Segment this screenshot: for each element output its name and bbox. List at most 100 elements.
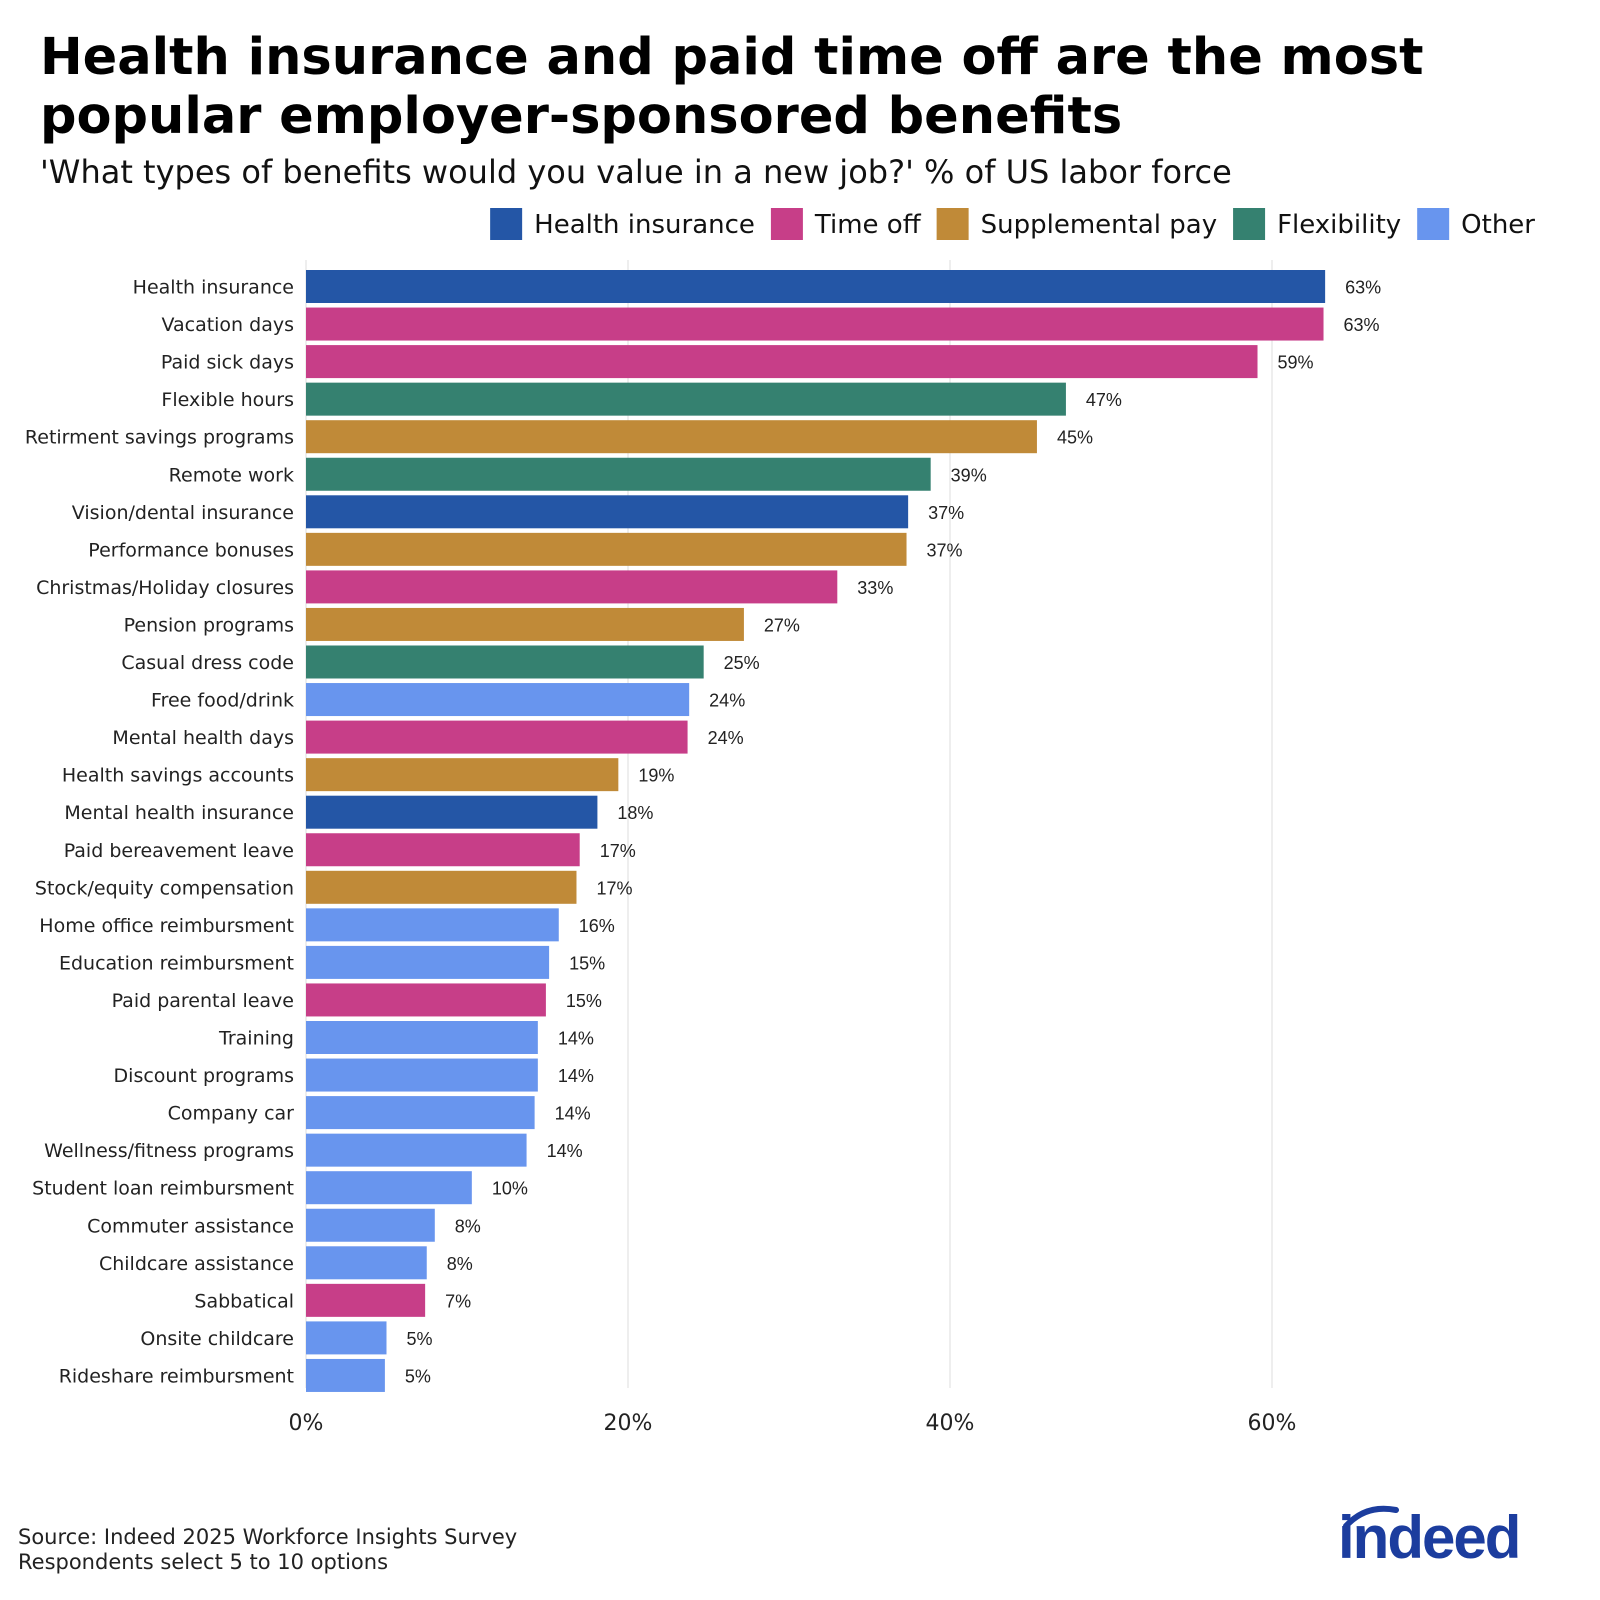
bar-company-car xyxy=(306,1096,535,1130)
value-label: 14% xyxy=(555,1104,591,1124)
value-label: 45% xyxy=(1057,428,1093,448)
logo-wordmark: indeed xyxy=(1338,1504,1519,1570)
category-label: Training xyxy=(218,1028,294,1050)
value-label: 7% xyxy=(445,1291,471,1311)
legend-item-health-insurance: Health insurance xyxy=(490,208,755,240)
bars xyxy=(306,270,1326,1392)
legend-label: Health insurance xyxy=(534,210,755,240)
bar-rideshare-reimbursment xyxy=(306,1358,385,1392)
value-label: 14% xyxy=(558,1029,594,1049)
category-label: Paid bereavement leave xyxy=(64,840,294,862)
legend-swatch xyxy=(770,208,803,240)
bar-chart: Health insurance Time off Supplemental pay… xyxy=(25,208,1535,1436)
category-label: Company car xyxy=(168,1103,295,1125)
category-label: Stock/equity compensation xyxy=(35,877,294,899)
category-label: Health savings accounts xyxy=(62,765,294,787)
value-label: 63% xyxy=(1345,278,1381,298)
category-label: Vision/dental insurance xyxy=(72,502,294,524)
category-label: Home office reimbursment xyxy=(39,915,294,937)
bar-stock-equity-compensation xyxy=(306,870,577,904)
category-label: Paid sick days xyxy=(161,352,294,374)
value-label: 39% xyxy=(951,465,987,485)
category-label: Retirment savings programs xyxy=(25,427,294,449)
category-label: Flexible hours xyxy=(161,389,294,411)
legend-swatch xyxy=(490,208,523,240)
x-axis-tick-labels: 0% 20% 40% 60% xyxy=(289,1411,1297,1436)
value-labels: 63% 63% 59% 47% 45% 39% 37% 37% 33% 27%25% 24% 24% 1… xyxy=(405,278,1381,1387)
category-label: Discount programs xyxy=(114,1065,294,1087)
bar-mental-health-insurance xyxy=(306,795,598,829)
category-label: Casual dress code xyxy=(121,652,294,674)
legend-swatch xyxy=(1417,208,1450,240)
category-label: Remote work xyxy=(169,464,294,486)
legend-item-flexibility: Flexibility xyxy=(1233,208,1401,240)
value-label: 63% xyxy=(1344,315,1380,335)
chart-subtitle: 'What types of benefits would you value … xyxy=(40,153,1232,191)
bar-childcare-assistance xyxy=(306,1246,427,1280)
footer: Source: Indeed 2025 Workforce Insights S… xyxy=(18,1525,517,1575)
bar-casual-dress-code xyxy=(306,645,704,679)
source-note: Source: Indeed 2025 Workforce Insights S… xyxy=(18,1525,518,1549)
bar-education-reimbursment xyxy=(306,945,550,979)
category-label: Student loan reimbursment xyxy=(32,1178,294,1200)
value-label: 18% xyxy=(617,803,653,823)
value-label: 33% xyxy=(857,578,893,598)
chart-title: Health insurance and paid time off are t… xyxy=(40,28,1424,146)
x-tick-label: 20% xyxy=(604,1411,653,1436)
bar-health-savings-accounts xyxy=(306,758,619,792)
bar-retirment-savings-programs xyxy=(306,420,1037,454)
category-label: Paid parental leave xyxy=(112,990,294,1012)
value-label: 5% xyxy=(405,1366,431,1386)
bar-christmas-holiday-closures xyxy=(306,570,838,604)
value-label: 8% xyxy=(455,1216,481,1236)
logo-swoosh xyxy=(1343,1505,1399,1529)
value-label: 15% xyxy=(569,953,605,973)
value-label: 8% xyxy=(447,1254,473,1274)
value-label: 14% xyxy=(547,1141,583,1161)
value-label: 19% xyxy=(638,766,674,786)
bar-student-loan-reimbursment xyxy=(306,1171,472,1205)
indeed-logo: indeed xyxy=(1338,1504,1521,1570)
value-label: 24% xyxy=(708,728,744,748)
category-label: Sabbatical xyxy=(194,1290,294,1312)
value-label: 27% xyxy=(764,615,800,635)
value-label: 24% xyxy=(709,691,745,711)
category-label: Pension programs xyxy=(124,614,294,636)
legend-label: Time off xyxy=(814,210,922,240)
legend-item-other: Other xyxy=(1417,208,1535,240)
category-labels: Health insurance Vacation days Paid sick d… xyxy=(25,277,294,1388)
bar-sabbatical xyxy=(306,1283,426,1317)
bar-flexible-hours xyxy=(306,382,1066,416)
value-label: 16% xyxy=(579,916,615,936)
legend: Health insurance Time off Supplemental pay… xyxy=(490,208,1535,240)
bar-free-food-drink xyxy=(306,683,690,717)
legend-label: Supplemental pay xyxy=(981,210,1217,240)
value-label: 17% xyxy=(600,841,636,861)
legend-item-supplemental-pay: Supplemental pay xyxy=(936,208,1217,240)
x-tick-label: 60% xyxy=(1248,1411,1297,1436)
value-label: 5% xyxy=(407,1329,433,1349)
category-label: Childcare assistance xyxy=(99,1253,294,1275)
bar-health-insurance xyxy=(306,270,1326,303)
bar-home-office-reimbursment xyxy=(306,908,559,942)
bar-training xyxy=(306,1021,538,1054)
bar-remote-work xyxy=(306,457,931,491)
category-label: Wellness/fitness programs xyxy=(44,1140,294,1162)
legend-label: Flexibility xyxy=(1277,210,1401,240)
category-label: Onsite childcare xyxy=(140,1328,294,1350)
value-label: 25% xyxy=(724,653,760,673)
method-note: Respondents select 5 to 10 options xyxy=(18,1550,389,1574)
category-label: Performance bonuses xyxy=(88,539,294,561)
x-tick-label: 0% xyxy=(289,1411,324,1436)
value-label: 47% xyxy=(1086,390,1122,410)
legend-label: Other xyxy=(1461,210,1535,240)
x-tick-label: 40% xyxy=(926,1411,975,1436)
category-label: Free food/drink xyxy=(151,690,294,712)
value-label: 10% xyxy=(492,1179,528,1199)
bar-pension-programs xyxy=(306,607,744,641)
category-label: Rideshare reimbursment xyxy=(59,1365,294,1387)
value-label: 37% xyxy=(927,540,963,560)
value-label: 17% xyxy=(596,878,632,898)
bar-discount-programs xyxy=(306,1058,538,1092)
bar-wellness-fitness-programs xyxy=(306,1133,527,1167)
